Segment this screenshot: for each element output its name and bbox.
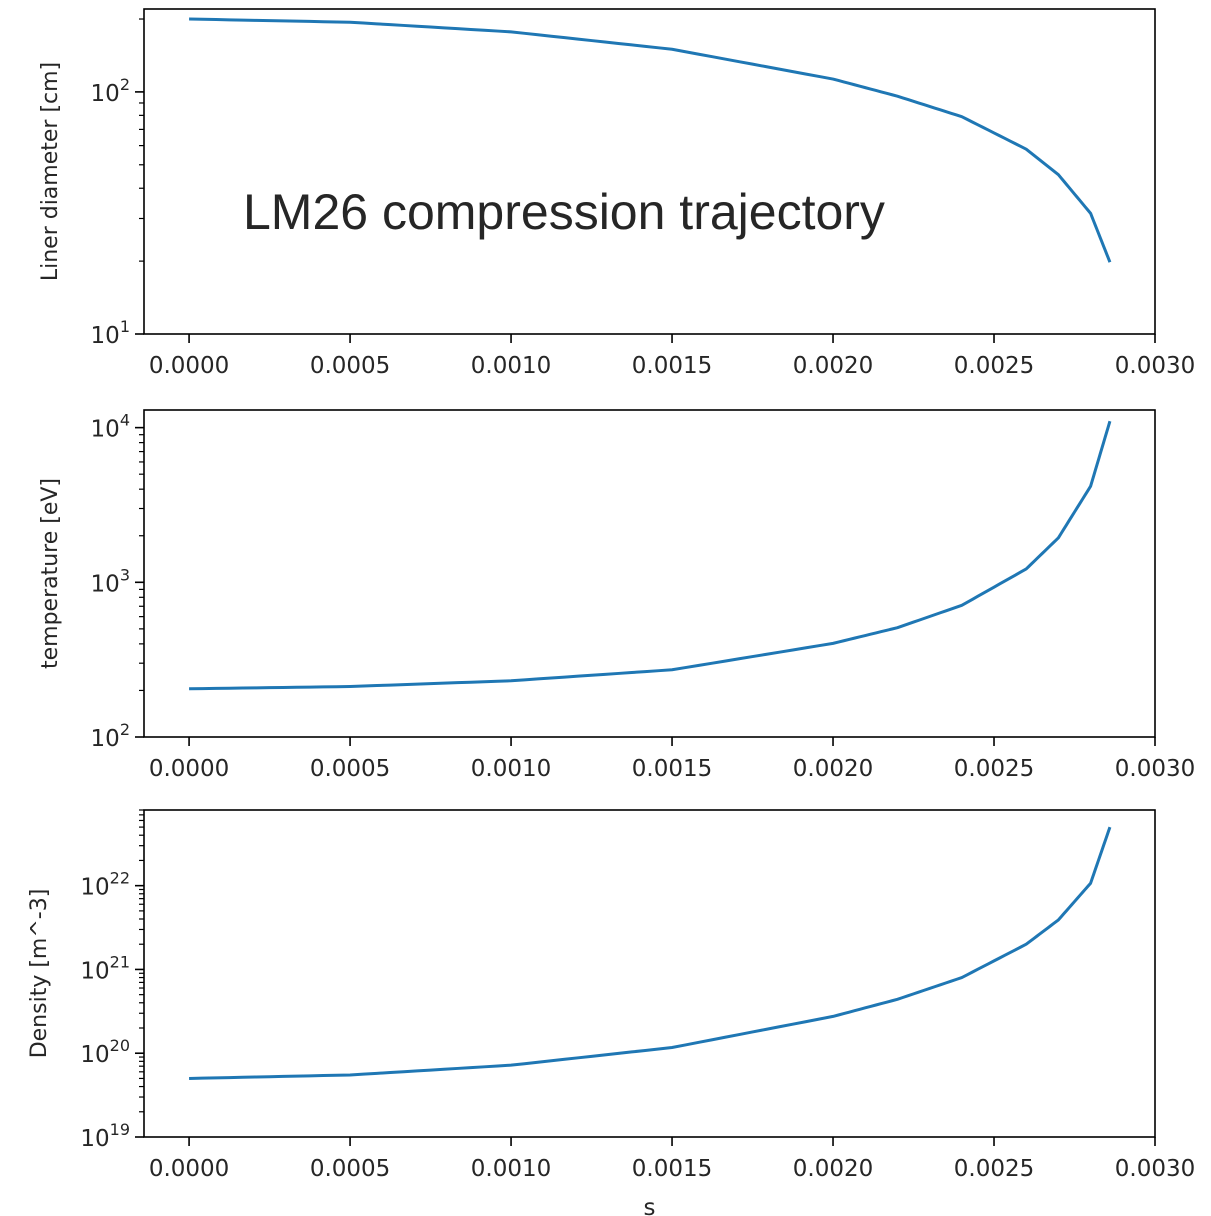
series-line [189, 826, 1112, 1080]
y-tick-label: 102 [91, 720, 130, 752]
y-tick-label: 102 [91, 75, 130, 107]
x-tick-label: 0.0015 [632, 1156, 712, 1182]
x-axis-label: s [644, 1195, 656, 1216]
panel-liner-diameter: 101 102 0.0000 0.0005 0.0010 0.0015 0.0020 0.00… [38, 8, 1195, 379]
x-tick-label: 0.0000 [149, 353, 229, 379]
panel-density: 1019 1020 1021 1022 0.0000 0.0005 0.0010 0.0015… [27, 809, 1195, 1216]
series-line [189, 17, 1112, 263]
x-tick-label: 0.0005 [310, 756, 390, 782]
x-tick-label: 0.0030 [1115, 756, 1195, 782]
x-tick-label: 0.0005 [310, 1156, 390, 1182]
x-tick-label: 0.0025 [954, 756, 1034, 782]
x-tick-label: 0.0025 [954, 353, 1034, 379]
y-axis-label: Density [m^-3] [27, 889, 52, 1059]
y-axis-label: Liner diameter [cm] [38, 62, 63, 281]
axes-frame [143, 409, 1156, 738]
series-line [189, 420, 1112, 691]
x-tick-label: 0.0015 [632, 756, 712, 782]
x-tick-label: 0.0005 [310, 353, 390, 379]
y-tick-label: 1020 [80, 1036, 130, 1068]
y-axis-label: temperature [eV] [38, 478, 63, 669]
x-tick-label: 0.0010 [471, 353, 551, 379]
x-tick-label: 0.0030 [1115, 353, 1195, 379]
x-tick-label: 0.0030 [1115, 1156, 1195, 1182]
x-tick-label: 0.0000 [149, 1156, 229, 1182]
x-tick-label: 0.0025 [954, 1156, 1034, 1182]
y-tick-label: 104 [91, 411, 130, 443]
x-tick-label: 0.0010 [471, 756, 551, 782]
y-tick-label: 1022 [80, 869, 130, 901]
y-tick-label: 1019 [80, 1120, 130, 1152]
axes-frame [143, 8, 1156, 335]
y-tick-label: 101 [91, 317, 130, 349]
x-tick-label: 0.0020 [793, 756, 873, 782]
y-tick-label: 1021 [80, 952, 130, 984]
panel-temperature: 102 103 104 0.0000 0.0005 0.0010 0.0015 0.0020 0… [38, 409, 1195, 782]
y-tick-label: 103 [91, 565, 130, 597]
x-tick-label: 0.0010 [471, 1156, 551, 1182]
x-tick-label: 0.0020 [793, 1156, 873, 1182]
axes-frame [143, 809, 1156, 1138]
chart-annotation: LM26 compression trajectory [243, 184, 885, 240]
x-tick-label: 0.0000 [149, 756, 229, 782]
x-tick-label: 0.0020 [793, 353, 873, 379]
x-tick-label: 0.0015 [632, 353, 712, 379]
